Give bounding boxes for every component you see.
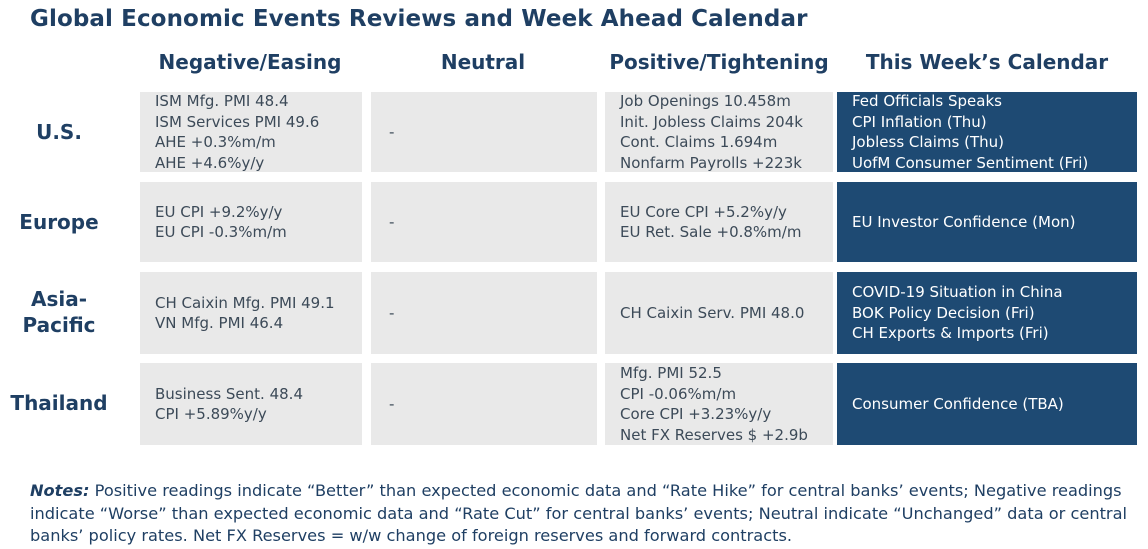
cell-line: Core CPI +3.23%y/y <box>620 405 772 423</box>
cell-line: Net FX Reserves $ +2.9b <box>620 425 808 444</box>
cell-asia-neutral: - <box>371 272 597 354</box>
cell-line: - <box>389 303 395 322</box>
page-title: Global Economic Events Reviews and Week … <box>30 6 808 32</box>
column-header-positive: Positive/Tightening <box>609 50 829 74</box>
cell-line: COVID-19 Situation in China <box>852 283 1063 302</box>
cell-line: Fed Officials Speaks <box>852 92 1002 110</box>
cell-line: Jobless Claims (Thu) <box>852 133 1004 151</box>
column-header-calendar: This Week’s Calendar <box>865 50 1109 74</box>
cell-line: Mfg. PMI 52.5 <box>620 364 722 382</box>
cell-line: VN Mfg. PMI 46.4 <box>155 314 284 332</box>
cell-line: UofM Consumer Sentiment (Fri) <box>852 153 1089 172</box>
cell-us-neutral: - <box>371 92 597 172</box>
cell-asia-negative: CH Caixin Mfg. PMI 49.1 VN Mfg. PMI 46.4 <box>140 272 362 354</box>
cell-asia-positive: CH Caixin Serv. PMI 48.0 <box>605 272 833 354</box>
cell-line: Cont. Claims 1.694m <box>620 133 778 151</box>
cell-us-calendar: Fed Officials Speaks CPI Inflation (Thu)… <box>837 92 1137 172</box>
cell-line: Init. Jobless Claims 204k <box>620 112 803 131</box>
cell-line: AHE +0.3%m/m <box>155 133 276 151</box>
column-header-negative: Negative/Easing <box>158 50 342 74</box>
row-label-thailand: Thailand <box>10 391 108 415</box>
cell-thailand-negative: Business Sent. 48.4 CPI +5.89%y/y <box>140 363 362 445</box>
cell-line: EU Core CPI +5.2%y/y <box>620 202 787 221</box>
cell-line: - <box>389 212 395 231</box>
cell-line: Consumer Confidence (TBA) <box>852 394 1064 413</box>
cell-thailand-calendar: Consumer Confidence (TBA) <box>837 363 1137 445</box>
row-label-asia-pacific: Asia- Pacific <box>0 272 118 352</box>
notes-text: Positive readings indicate “Better” than… <box>30 481 1128 545</box>
cell-line: CH Caixin Serv. PMI 48.0 <box>620 303 805 322</box>
cell-line: BOK Policy Decision (Fri) <box>852 303 1035 322</box>
cell-line: CPI +5.89%y/y <box>155 405 267 423</box>
cell-line: CH Caixin Mfg. PMI 49.1 <box>155 293 335 312</box>
cell-line: CH Exports & Imports (Fri) <box>852 324 1049 343</box>
cell-europe-positive: EU Core CPI +5.2%y/y EU Ret. Sale +0.8%m… <box>605 182 833 262</box>
cell-europe-neutral: - <box>371 182 597 262</box>
cell-line: EU Investor Confidence (Mon) <box>852 212 1076 231</box>
row-label-us: U.S. <box>36 120 82 144</box>
cell-thailand-neutral: - <box>371 363 597 445</box>
notes: Notes: Positive readings indicate “Bette… <box>30 480 1135 548</box>
notes-label: Notes: <box>30 481 90 500</box>
cell-line: EU CPI -0.3%m/m <box>155 223 287 241</box>
row-label-europe: Europe <box>19 210 99 234</box>
cell-line: AHE +4.6%y/y <box>155 153 265 172</box>
row-label-line: Pacific <box>22 313 96 337</box>
cell-line: CPI -0.06%m/m <box>620 384 737 403</box>
cell-line: - <box>389 122 395 141</box>
cell-line: ISM Mfg. PMI 48.4 <box>155 92 289 110</box>
cell-europe-calendar: EU Investor Confidence (Mon) <box>837 182 1137 262</box>
cell-asia-calendar: COVID-19 Situation in China BOK Policy D… <box>837 272 1137 354</box>
cell-line: EU CPI +9.2%y/y <box>155 202 283 221</box>
cell-line: ISM Services PMI 49.6 <box>155 112 320 131</box>
row-label-line: Asia- <box>30 287 88 311</box>
cell-us-negative: ISM Mfg. PMI 48.4 ISM Services PMI 49.6 … <box>140 92 362 172</box>
cell-us-positive: Job Openings 10.458m Init. Jobless Claim… <box>605 92 833 172</box>
cell-line: CPI Inflation (Thu) <box>852 112 987 131</box>
cell-line: EU Ret. Sale +0.8%m/m <box>620 223 802 241</box>
column-header-neutral: Neutral <box>440 50 526 74</box>
cell-line: Business Sent. 48.4 <box>155 384 303 403</box>
cell-line: Nonfarm Payrolls +223k <box>620 153 802 172</box>
cell-line: - <box>389 394 395 413</box>
cell-europe-negative: EU CPI +9.2%y/y EU CPI -0.3%m/m <box>140 182 362 262</box>
cell-line: Job Openings 10.458m <box>620 92 791 110</box>
cell-thailand-positive: Mfg. PMI 52.5 CPI -0.06%m/m Core CPI +3.… <box>605 363 833 445</box>
